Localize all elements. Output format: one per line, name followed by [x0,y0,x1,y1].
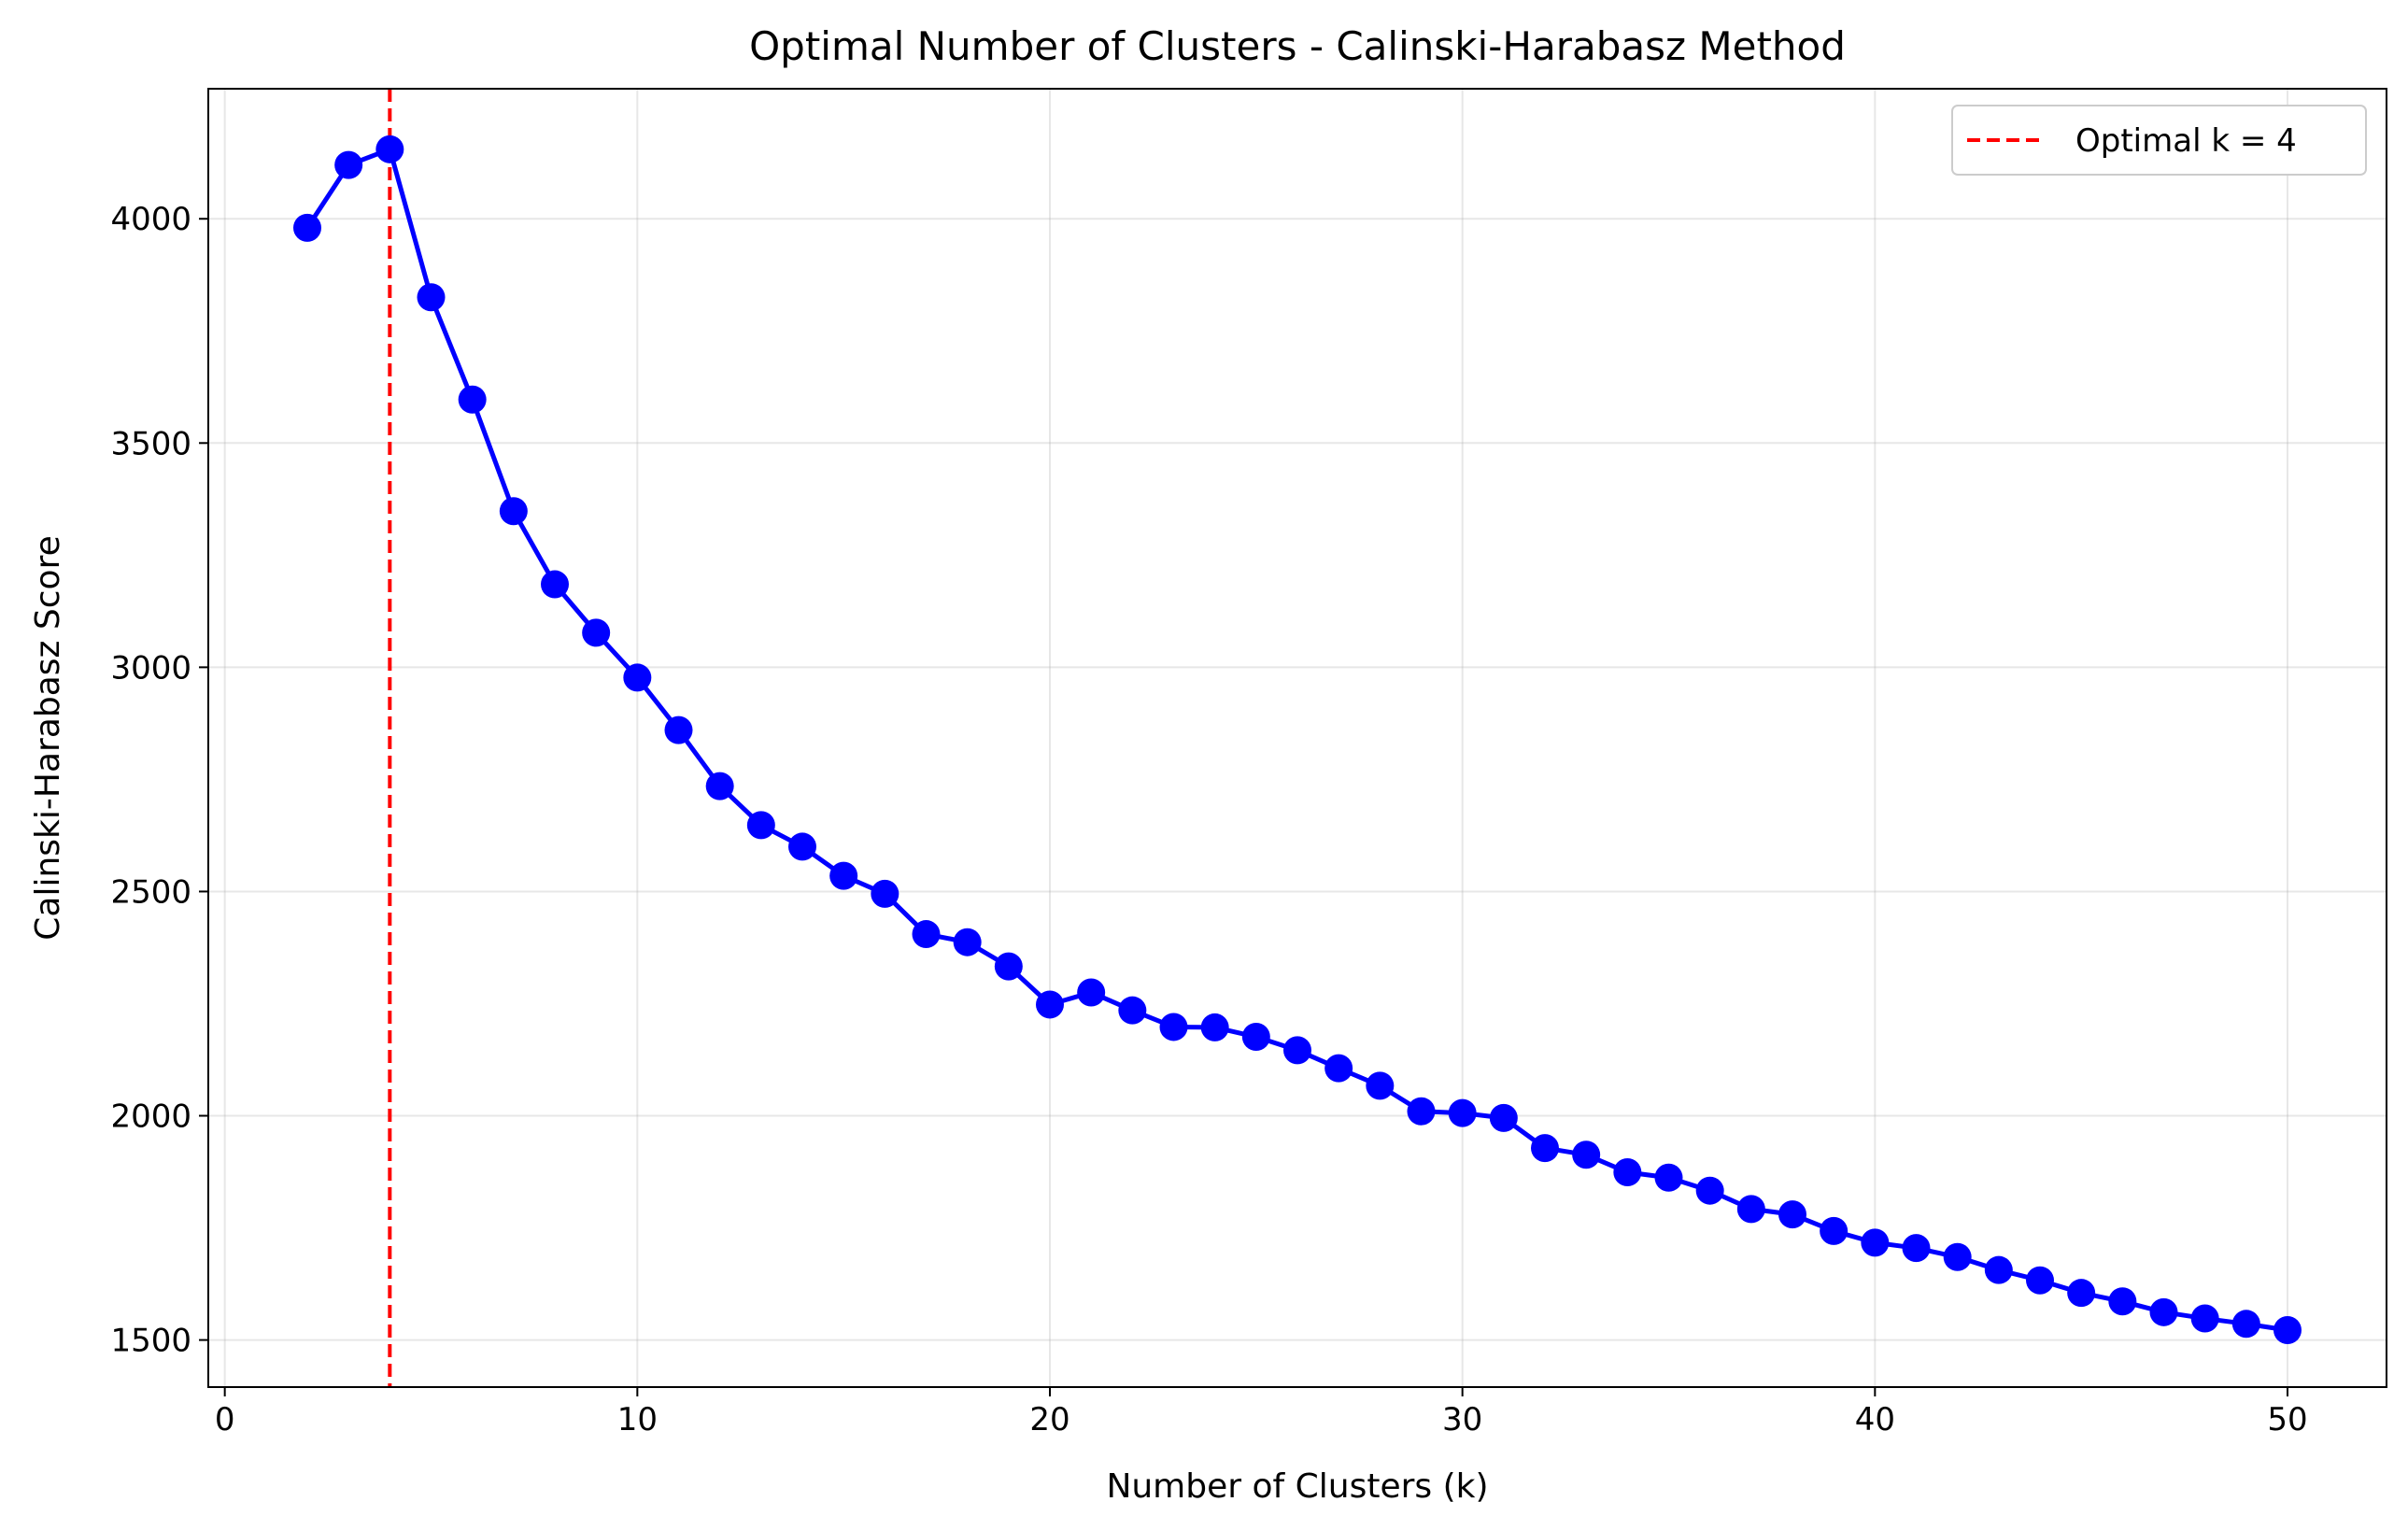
data-point [2273,1316,2302,1345]
data-point [1654,1163,1683,1192]
data-point [2026,1266,2054,1295]
data-point [375,135,404,163]
y-axis-label: Calinski-Harabasz Score [29,535,67,940]
data-point [2190,1304,2219,1333]
data-point [1366,1071,1395,1100]
data-point [499,497,528,526]
x-tick-label: 0 [215,1401,235,1438]
data-point [1241,1023,1270,1052]
data-point [871,879,899,908]
data-point [705,772,734,800]
data-point [1861,1228,1890,1257]
data-point [1448,1098,1477,1127]
data-point [2231,1310,2260,1339]
data-point [1407,1097,1436,1126]
data-point [293,213,321,242]
data-point [582,618,611,647]
data-point [1159,1013,1188,1041]
data-point [1036,990,1064,1019]
chart-title: Optimal Number of Clusters - Calinski-Ha… [749,23,1846,69]
data-point [1118,996,1147,1025]
data-point [1820,1216,1848,1245]
data-point [994,952,1023,981]
y-tick-label: 4000 [110,201,191,238]
x-axis: 0 10 20 30 40 50 [215,1387,2308,1438]
data-point [623,663,652,692]
data-point [953,928,982,956]
legend-box [1951,105,2367,176]
data-point [746,811,775,840]
data-point [1324,1054,1353,1083]
x-axis-label: Number of Clusters (k) [1106,1467,1488,1506]
data-point [1695,1176,1724,1205]
data-point [541,570,569,599]
plot-frame [207,88,2387,1388]
x-tick-label: 30 [1442,1401,1482,1438]
y-axis: 1500 2000 2500 3000 3500 4000 [110,201,208,1360]
data-point [1778,1200,1806,1229]
y-tick-label: 2500 [110,873,191,911]
data-point [2108,1287,2137,1316]
data-point [1489,1103,1518,1132]
data-point [1613,1158,1642,1187]
data-point [1572,1140,1601,1169]
x-tick-label: 50 [2267,1401,2307,1438]
data-point [912,920,941,949]
data-point [829,861,858,890]
data-point [788,832,816,861]
data-point [2067,1279,2096,1308]
data-point [2149,1297,2178,1326]
data-point [1077,978,1106,1007]
data-point [1736,1195,1765,1224]
x-tick-label: 40 [1855,1401,1895,1438]
data-point [417,283,446,312]
grid [208,89,2387,1387]
y-tick-label: 2000 [110,1098,191,1136]
data-point [1943,1242,1972,1271]
legend-label: Optimal k = 4 [2075,122,2297,160]
data-point [1531,1134,1559,1163]
data-point [1283,1036,1311,1065]
data-point [1902,1234,1931,1263]
data-point [1200,1013,1229,1041]
series [293,135,2302,1345]
y-tick-label: 3000 [110,649,191,687]
data-point [458,385,487,414]
x-tick-label: 20 [1029,1401,1069,1438]
data-point [1984,1255,2013,1284]
y-tick-label: 1500 [110,1323,191,1360]
data-point [664,715,693,744]
data-point [334,150,363,179]
legend: Optimal k = 4 [1951,105,2367,176]
x-tick-label: 10 [617,1401,658,1438]
y-tick-label: 3500 [110,425,191,462]
